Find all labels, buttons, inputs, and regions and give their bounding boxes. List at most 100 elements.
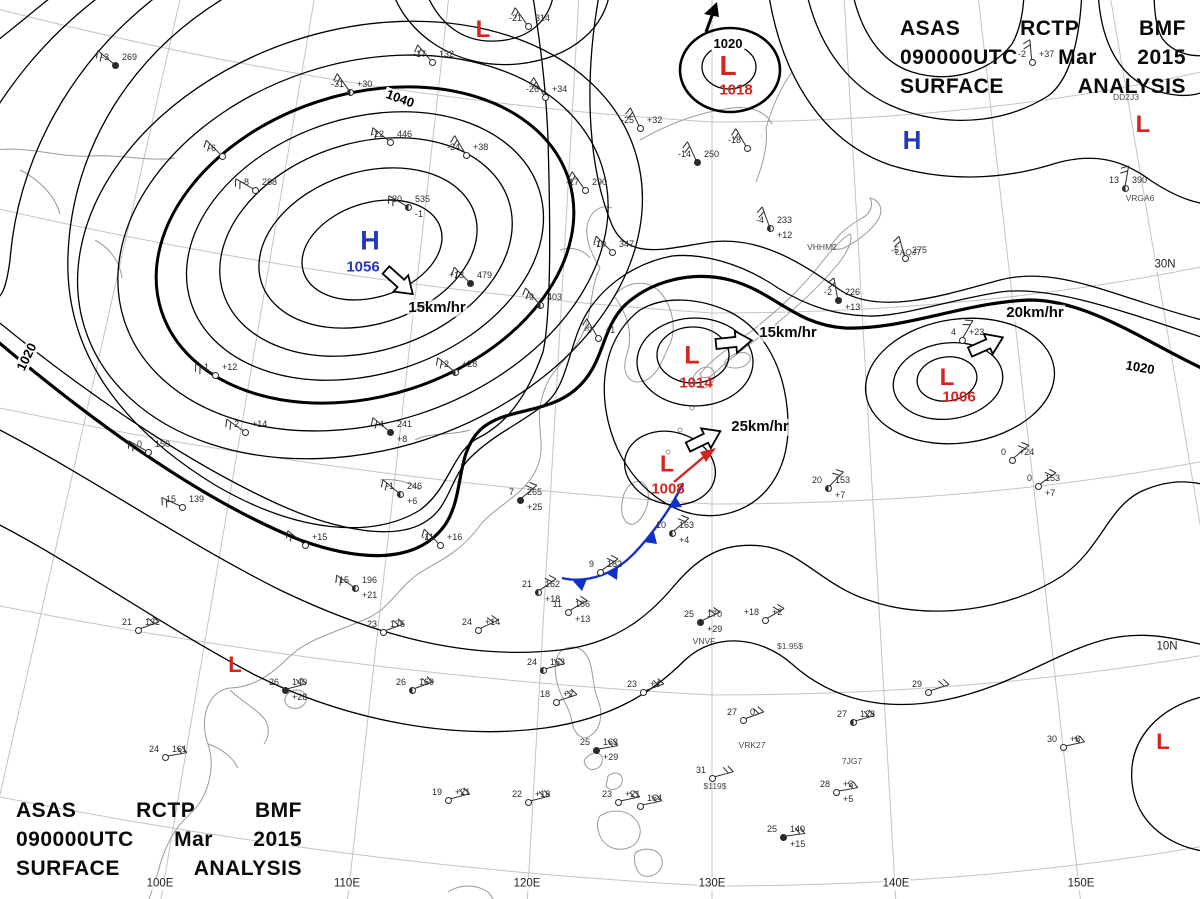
station-circle xyxy=(592,746,600,754)
station-temp: 19 xyxy=(431,787,442,797)
station-id-label: VHHM2 xyxy=(807,241,837,252)
station-temp: 25 xyxy=(579,737,590,747)
cold-front xyxy=(561,482,685,591)
station-pressure: 132 xyxy=(439,49,455,59)
station-circle xyxy=(241,428,249,436)
station-temp: 0 xyxy=(136,439,142,449)
isobar-value-label: 1040 xyxy=(382,86,418,112)
station-circle xyxy=(211,371,219,379)
station-pressure: +14 xyxy=(485,617,501,627)
station-temp: 30 xyxy=(1046,734,1057,744)
station-temp: -17 xyxy=(412,49,426,59)
station-temp: 23 xyxy=(626,679,637,689)
station-circle xyxy=(779,833,787,841)
station-circle xyxy=(536,301,544,309)
chart-time-line: 090000UTC Mar 2015 xyxy=(900,46,1186,69)
station-circle xyxy=(144,448,152,456)
station-pressure: +23 xyxy=(969,327,985,337)
isobar-value-label: 1020 xyxy=(13,339,41,375)
station-circle xyxy=(111,61,119,69)
station-pressure: 390 xyxy=(1132,175,1148,185)
isobars-thin xyxy=(0,0,1200,852)
station-pressure: +32 xyxy=(647,115,663,125)
station-temp: -31 xyxy=(330,79,344,89)
cold-front-triangle xyxy=(573,579,587,591)
station-circle xyxy=(614,798,622,806)
station-pressure: +37 xyxy=(1039,49,1055,59)
station-pressure: 233 xyxy=(777,215,793,225)
station-pressure: 288 xyxy=(262,177,278,187)
station-id-label: $1.95$ xyxy=(777,640,803,651)
station-temp: -2 xyxy=(1017,49,1026,59)
station-temp: -4 xyxy=(375,419,384,429)
station-temp: -11 xyxy=(421,532,434,542)
station-circle xyxy=(766,224,774,232)
station-temp: 31 xyxy=(695,765,706,775)
station-circle xyxy=(428,58,436,66)
chart-type-line: SURFACE ANALYSIS xyxy=(900,75,1186,98)
station-circle xyxy=(901,254,909,262)
pressure-center-value: 1006 xyxy=(942,388,976,406)
station-pressure: +2 xyxy=(563,689,574,699)
station-temp: 18 xyxy=(539,689,550,699)
station-temp: -5 xyxy=(890,245,899,255)
station-temp: 23 xyxy=(601,789,612,799)
station-temp: 24 xyxy=(526,657,537,667)
station-pressure: 170 xyxy=(707,609,723,619)
cold-front-line xyxy=(561,482,685,581)
low-pressure-symbol: L xyxy=(1135,111,1151,138)
station-id-label: VRGA6 xyxy=(1125,192,1155,203)
station-circle xyxy=(524,22,532,30)
high-pressure-symbol: H xyxy=(360,225,380,256)
station-pressure: 269 xyxy=(122,52,138,62)
station-circle xyxy=(639,688,647,696)
station-pressure: 153 xyxy=(835,475,851,485)
station-temp: 26 xyxy=(268,677,279,687)
station-pressure: +2 xyxy=(772,607,783,617)
station-circle xyxy=(541,93,549,101)
station-id-label: DD2J3 xyxy=(1113,91,1139,102)
station-temp: -6 xyxy=(207,143,216,153)
station-pressure: +14 xyxy=(252,419,268,429)
station-temp: 21 xyxy=(521,579,532,589)
station-temp: -1 xyxy=(385,481,394,491)
station-temp: -25 xyxy=(620,115,634,125)
station-temp: 11 xyxy=(552,599,562,609)
station-circle xyxy=(564,608,572,616)
low-pressure-symbol: L xyxy=(719,50,737,81)
station-extra: +5 xyxy=(843,794,854,804)
station-circle xyxy=(534,588,542,596)
station-circle xyxy=(516,496,524,504)
station-temp: 26 xyxy=(395,677,406,687)
title-block-bottom-left: ASAS RCTP BMF 090000UTC Mar 2015 SURFACE ANAL… xyxy=(16,796,302,883)
station-circle xyxy=(444,796,452,804)
isobar-value-label: 1020 xyxy=(711,35,745,52)
station-pressure: +34 xyxy=(552,84,568,94)
station-circle xyxy=(958,336,966,344)
station-id-label: 7JG7 xyxy=(841,755,863,766)
station-temp: -1 xyxy=(200,362,209,372)
station-circle xyxy=(668,529,676,537)
station-temp: -17 xyxy=(565,177,579,187)
station-circle xyxy=(386,428,394,436)
station-temp: 24 xyxy=(148,744,159,754)
station-temp: 7 xyxy=(508,487,514,497)
station-extra: +13 xyxy=(845,302,861,312)
station-pressure: 290 xyxy=(592,177,608,187)
station-pressure: 175 xyxy=(390,619,406,629)
station-circle xyxy=(596,568,604,576)
station-temp: 20 xyxy=(811,475,822,485)
station-extra: +21 xyxy=(362,590,378,600)
station-temp: 21 xyxy=(121,617,132,627)
movement-speed-label: 15km/hr xyxy=(758,323,818,342)
station-temp: 2 xyxy=(233,419,239,429)
chart-type-line: SURFACE ANALYSIS xyxy=(16,857,302,880)
cold-front-triangle xyxy=(669,496,682,508)
station-temp: 10 xyxy=(655,520,666,530)
chart-id-line: ASAS RCTP BMF xyxy=(900,17,1186,40)
station-pressure: +4 xyxy=(650,679,661,689)
station-pressure: 140 xyxy=(292,677,308,687)
station-temp: -3 xyxy=(100,52,109,62)
